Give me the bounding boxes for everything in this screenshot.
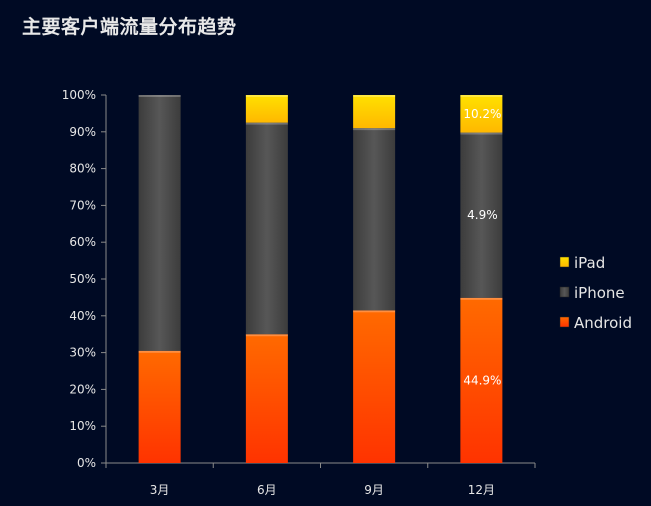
bar-segment-highlight: [353, 95, 396, 97]
legend-swatch-ipad: [559, 256, 570, 268]
bar-iphone-4: [460, 132, 503, 298]
bar-android-1: [138, 350, 181, 463]
data-labels: 10.2% 4.9% 44.9%: [463, 107, 501, 388]
x-tick-label: 3月: [150, 483, 170, 497]
bars: [138, 95, 503, 463]
x-tick-label: 9月: [364, 483, 384, 497]
bar-ipad-2: [245, 95, 288, 123]
y-tick-label: 100%: [62, 88, 96, 102]
legend-label-ipad: iPad: [574, 254, 605, 272]
bar-ipad-3: [353, 95, 396, 129]
y-tick-label: 40%: [69, 309, 96, 323]
bar-segment-highlight: [460, 132, 503, 135]
bar-iphone-2: [245, 122, 288, 335]
bar-segment-highlight: [245, 95, 288, 97]
bar-android-2: [245, 334, 288, 463]
legend-label-iphone: iPhone: [574, 284, 625, 302]
y-tick-label: 50%: [69, 272, 96, 286]
axes: 0% 10% 20% 30% 40% 50% 60% 70% 80% 90% 100% 3月 6月 9月 1…: [62, 88, 536, 497]
legend-swatch-android: [559, 316, 570, 328]
bar-segment-highlight: [245, 334, 288, 337]
bar-segment-highlight: [245, 122, 288, 125]
y-tick-label: 0%: [77, 456, 96, 470]
legend: iPad iPhone Android: [559, 254, 632, 332]
data-label-iphone: 4.9%: [467, 208, 498, 222]
x-tick-label: 12月: [468, 483, 495, 497]
y-tick-label: 90%: [69, 125, 96, 139]
y-tick-label: 80%: [69, 162, 96, 176]
x-tick-label: 6月: [257, 483, 277, 497]
bar-segment-highlight: [460, 95, 503, 97]
legend-swatch-iphone: [559, 286, 570, 298]
bar-segment-highlight: [138, 350, 181, 353]
bar-iphone-1: [138, 95, 181, 351]
chart-title: 主要客户端流量分布趋势: [22, 16, 237, 38]
y-tick-label: 70%: [69, 198, 96, 212]
bar-segment-highlight: [353, 128, 396, 131]
bar-android-3: [353, 310, 396, 463]
bar-segment-highlight: [138, 95, 181, 97]
bar-android-4: [460, 297, 503, 463]
y-tick-label: 60%: [69, 235, 96, 249]
bar-segment-highlight: [460, 297, 503, 300]
y-tick-label: 30%: [69, 346, 96, 360]
data-label-ipad: 10.2%: [463, 107, 501, 121]
y-tick-label: 20%: [69, 382, 96, 396]
y-tick-label: 10%: [69, 419, 96, 433]
bar-ipad-4: [460, 95, 503, 133]
legend-label-android: Android: [574, 314, 632, 332]
bar-segment-highlight: [353, 310, 396, 313]
bar-iphone-3: [353, 128, 396, 311]
data-label-android: 44.9%: [463, 373, 501, 387]
